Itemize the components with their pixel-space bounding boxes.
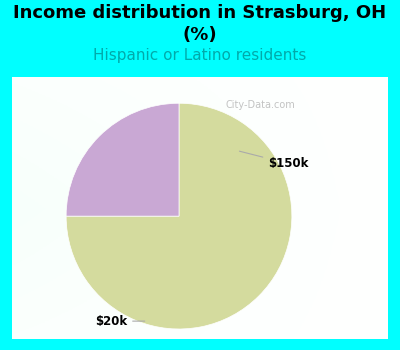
Wedge shape: [66, 103, 292, 329]
Text: Hispanic or Latino residents: Hispanic or Latino residents: [93, 48, 307, 63]
Wedge shape: [66, 103, 179, 216]
Text: $20k: $20k: [95, 315, 145, 328]
Text: Income distribution in Strasburg, OH
(%): Income distribution in Strasburg, OH (%): [14, 4, 386, 44]
Text: City-Data.com: City-Data.com: [226, 100, 295, 111]
Text: $150k: $150k: [240, 151, 309, 170]
